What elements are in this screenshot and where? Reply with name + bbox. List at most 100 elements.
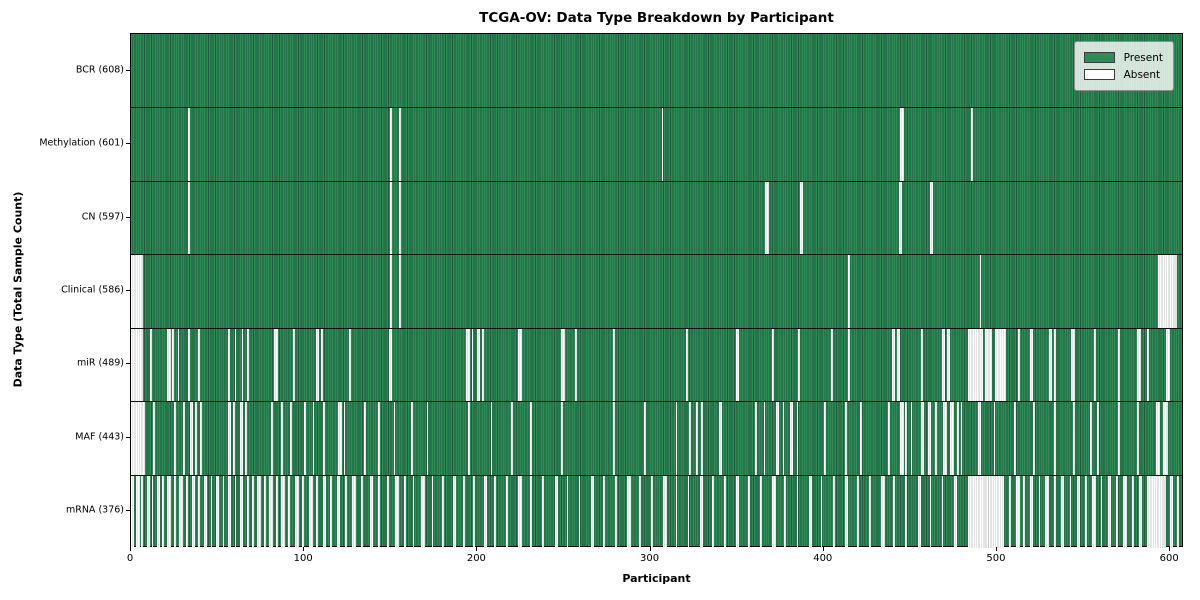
absent-stripe: [136, 475, 140, 548]
absent-stripe: [979, 255, 982, 328]
absent-stripe: [796, 402, 799, 475]
absent-stripe: [466, 328, 470, 402]
absent-stripe: [1022, 475, 1025, 548]
absent-stripe: [860, 402, 863, 475]
absent-stripe: [288, 475, 291, 548]
absent-stripe: [957, 402, 959, 475]
absent-stripe: [896, 328, 901, 402]
absent-stripe: [1137, 328, 1141, 402]
absent-stripe: [360, 475, 363, 548]
absent-stripe: [920, 402, 925, 475]
absent-stripe: [431, 475, 434, 548]
chart-title: TCGA-OV: Data Type Breakdown by Particip…: [479, 10, 834, 26]
absent-stripe: [1073, 402, 1075, 475]
absent-stripe: [343, 402, 346, 475]
absent-stripe: [378, 475, 380, 548]
absent-stripe: [476, 328, 481, 402]
absent-stripe: [929, 181, 934, 255]
absent-stripe: [227, 328, 230, 402]
x-tick-label-400: 400: [813, 553, 833, 564]
absent-stripe: [188, 181, 190, 255]
absent-stripe: [1029, 328, 1034, 402]
absent-stripe: [687, 475, 690, 548]
absent-stripe: [789, 402, 794, 475]
absent-stripe: [191, 475, 195, 548]
absent-stripe: [483, 475, 488, 548]
absent-stripe: [412, 475, 415, 548]
absent-stripe: [775, 402, 780, 475]
absent-stripe: [1048, 328, 1053, 402]
absent-stripe: [390, 181, 392, 255]
absent-stripe: [772, 475, 776, 548]
absent-stripe: [844, 475, 849, 548]
y-tick-mark: [126, 363, 130, 365]
absent-stripe: [1071, 328, 1075, 402]
absent-stripe: [151, 475, 154, 548]
y-tick-label-maf: MAF (443): [75, 431, 124, 443]
absent-stripe: [748, 475, 750, 548]
absent-stripe: [312, 402, 315, 475]
absent-stripe: [1097, 402, 1100, 475]
absent-stripe: [271, 402, 273, 475]
absent-stripe: [844, 402, 847, 475]
absent-stripe: [799, 181, 804, 255]
absent-stripe: [1118, 328, 1120, 402]
absent-stripe: [315, 475, 318, 548]
heatmap-row-clinical: [131, 254, 1182, 328]
absent-stripe: [765, 181, 769, 255]
absent-stripe: [172, 328, 175, 402]
absent-stripe: [689, 402, 692, 475]
legend: Present Absent: [1073, 41, 1174, 91]
y-tick-label-cn: CN (597): [81, 211, 124, 223]
absent-stripe: [156, 475, 161, 548]
x-tick-label-600: 600: [1159, 553, 1179, 564]
absent-stripe: [934, 402, 937, 475]
absent-stripe: [210, 475, 213, 548]
absent-stripe: [736, 475, 740, 548]
absent-stripe: [857, 475, 859, 548]
absent-stripe: [1107, 475, 1112, 548]
absent-stripe: [162, 475, 164, 548]
x-tick-mark: [303, 547, 305, 551]
y-tick-label-mrna: mRNA (376): [65, 504, 124, 516]
x-tick-label-100: 100: [293, 553, 313, 564]
absent-stripe: [1166, 328, 1170, 402]
y-tick-mark: [126, 290, 130, 291]
absent-stripe: [590, 475, 595, 548]
absent-stripe: [701, 402, 704, 475]
absent-stripe: [995, 328, 1006, 402]
absent-stripe: [246, 328, 249, 402]
absent-stripe: [1090, 402, 1093, 475]
absent-stripe: [141, 475, 144, 548]
absent-stripe: [518, 475, 522, 548]
absent-stripe: [150, 328, 152, 402]
absent-stripe: [941, 328, 946, 402]
absent-stripe: [462, 475, 465, 548]
absent-stripe: [798, 328, 800, 402]
absent-stripe: [575, 328, 577, 402]
absent-stripe: [182, 402, 185, 475]
absent-stripe: [1085, 475, 1087, 548]
absent-stripe: [293, 328, 296, 402]
absent-stripe: [910, 402, 913, 475]
absent-stripe: [1017, 328, 1020, 402]
absent-stripe: [898, 181, 902, 255]
absent-stripe: [131, 255, 144, 328]
heatmap-row-bcr: [131, 34, 1182, 107]
y-tick-label-mir: miR (489): [76, 357, 124, 369]
absent-stripe: [561, 402, 564, 475]
absent-stripe: [1054, 328, 1056, 402]
absent-stripe: [888, 402, 890, 475]
absent-stripe: [468, 402, 470, 475]
absent-stripe: [1147, 328, 1150, 402]
absent-swatch-icon: [1083, 69, 1115, 80]
absent-stripe: [153, 402, 156, 475]
absent-stripe: [971, 108, 973, 181]
absent-stripe: [177, 328, 180, 402]
absent-stripe: [1009, 475, 1011, 548]
absent-stripe: [723, 475, 726, 548]
absent-stripe: [953, 475, 958, 548]
absent-stripe: [329, 475, 332, 548]
absent-stripe: [189, 402, 194, 475]
absent-stripe: [490, 402, 493, 475]
